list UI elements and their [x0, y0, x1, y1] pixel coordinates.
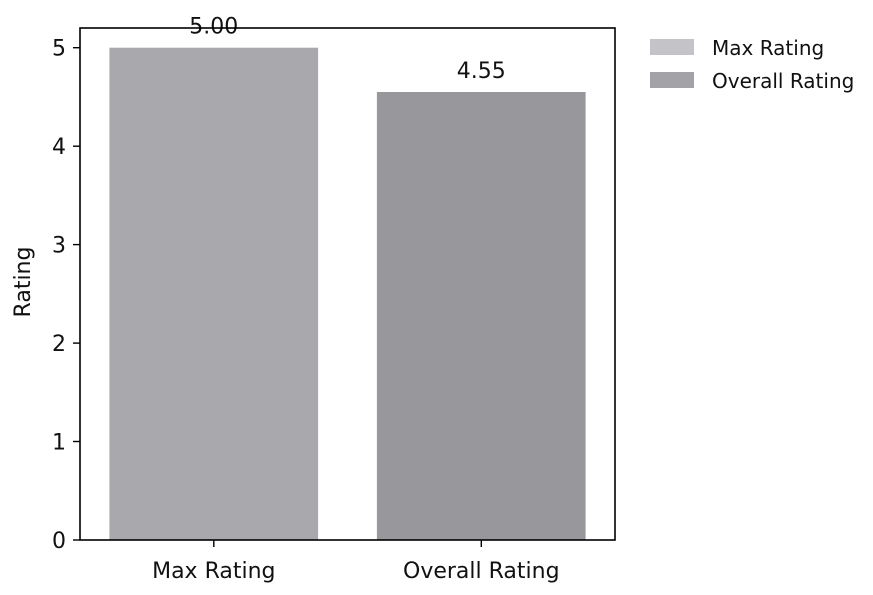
- y-tick-label-2: 2: [52, 332, 66, 357]
- y-tick-label-5: 5: [52, 37, 66, 62]
- y-axis-label: Rating: [11, 247, 36, 318]
- y-tick-label-1: 1: [52, 431, 66, 456]
- legend-swatch-0: [650, 39, 694, 55]
- x-axis: Max Rating Overall Rating: [152, 540, 560, 584]
- legend-label-1: Overall Rating: [712, 69, 854, 93]
- bars-layer: [109, 47, 586, 540]
- bar-overall-rating: [376, 92, 586, 540]
- legend-swatch-1: [650, 72, 694, 88]
- x-tick-label-0: Max Rating: [152, 559, 275, 584]
- plot-frame: [79, 27, 616, 541]
- y-tick-label-4: 4: [52, 135, 66, 160]
- legend-label-0: Max Rating: [712, 36, 824, 60]
- legend: Max Rating Overall Rating: [650, 36, 854, 93]
- y-tick-label-0: 0: [52, 529, 66, 554]
- bar-max-rating: [109, 47, 319, 540]
- x-tick-label-1: Overall Rating: [403, 559, 560, 584]
- y-tick-label-3: 3: [52, 234, 66, 259]
- data-label-1: 4.55: [457, 59, 506, 84]
- y-axis: 0 1 2 3 4 5: [52, 37, 80, 554]
